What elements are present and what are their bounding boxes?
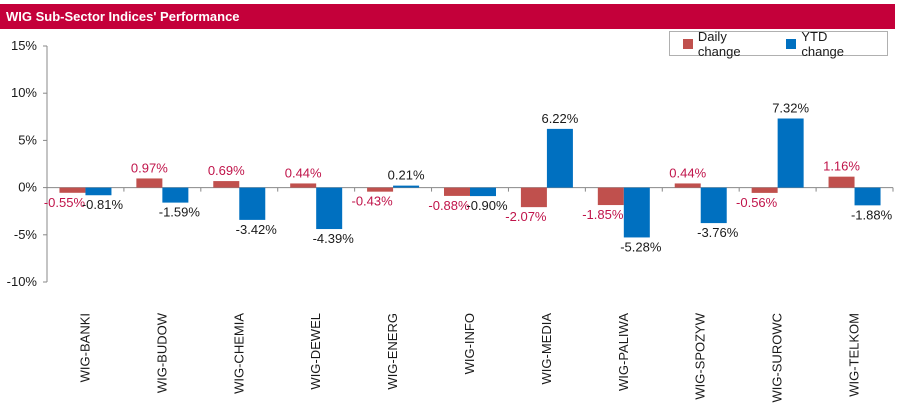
- data-label-ytd: -0.81%: [82, 197, 124, 212]
- data-label-ytd: 7.32%: [772, 100, 809, 115]
- data-label-daily: -2.07%: [505, 209, 547, 224]
- legend-item-ytd: YTD change: [786, 29, 873, 59]
- bar-daily: [674, 183, 701, 188]
- legend-label-daily: Daily change: [697, 28, 741, 59]
- data-label-ytd: -1.59%: [159, 205, 201, 220]
- x-tick-label: WIG-CHEMIA: [231, 313, 246, 394]
- bar-daily: [828, 176, 855, 188]
- y-tick-label: -5%: [14, 227, 38, 242]
- data-label-daily: -0.43%: [351, 194, 393, 209]
- bar-ytd: [316, 187, 343, 230]
- data-label-ytd: -4.39%: [313, 231, 355, 246]
- data-label-ytd: 0.21%: [388, 168, 425, 183]
- x-tick-label: WIG-SUROWC: [770, 313, 785, 403]
- x-tick-label: WIG-MEDIA: [539, 313, 554, 385]
- y-tick-label: 10%: [11, 85, 37, 100]
- legend-label-ytd: YTD change: [801, 28, 845, 59]
- bar-ytd: [239, 187, 266, 220]
- bar-daily: [597, 187, 624, 206]
- bar-ytd: [393, 185, 420, 188]
- data-label-daily: 0.97%: [131, 160, 168, 175]
- bar-ytd: [623, 187, 650, 238]
- data-label-daily: 0.44%: [669, 165, 706, 180]
- bar-ytd: [854, 187, 881, 206]
- data-label-daily: 1.16%: [823, 159, 860, 174]
- x-tick-label: WIG-BUDOW: [154, 312, 169, 393]
- bar-ytd: [162, 187, 189, 203]
- data-label-ytd: -3.42%: [236, 222, 278, 237]
- x-tick-label: WIG-PALIWA: [616, 313, 631, 391]
- chart-title-bar: WIG Sub-Sector Indices' Performance: [0, 4, 895, 29]
- data-label-ytd: -5.28%: [620, 239, 662, 254]
- x-tick-label: WIG-TELKOM: [847, 313, 862, 397]
- chart-legend: Daily change YTD change: [669, 29, 888, 59]
- legend-item-daily: Daily change: [683, 29, 772, 59]
- data-label-ytd: 6.22%: [541, 111, 578, 126]
- bar-ytd: [470, 187, 496, 197]
- bar-daily: [59, 187, 86, 193]
- bar-ytd: [700, 187, 727, 224]
- x-tick-label: WIG-DEWEL: [308, 313, 323, 390]
- data-label-daily: -0.56%: [736, 195, 778, 210]
- data-label-daily: 0.69%: [208, 163, 245, 178]
- chart-title: WIG Sub-Sector Indices' Performance: [6, 9, 240, 24]
- data-label-ytd: -1.88%: [851, 207, 893, 222]
- data-label-daily: -0.88%: [428, 198, 470, 213]
- bar-daily: [367, 187, 394, 192]
- bar-ytd: [777, 118, 804, 188]
- data-label-ytd: -3.76%: [697, 225, 739, 240]
- data-label-daily: -0.55%: [44, 195, 86, 210]
- y-tick-label: 5%: [18, 132, 37, 147]
- bar-daily: [136, 178, 163, 188]
- legend-swatch-ytd: [786, 38, 797, 49]
- bar-daily: [751, 187, 778, 193]
- x-tick-label: WIG-BANKI: [77, 313, 92, 382]
- bar-ytd: [85, 187, 112, 196]
- data-label-daily: 0.44%: [285, 165, 322, 180]
- legend-swatch-daily: [683, 38, 693, 49]
- y-tick-label: 0%: [18, 180, 37, 195]
- x-tick-label: WIG-INFO: [462, 313, 477, 374]
- x-tick-label: WIG-SPOZYW: [693, 312, 708, 399]
- bar-daily: [520, 187, 547, 208]
- y-tick-label: 15%: [11, 38, 37, 53]
- bar-daily: [290, 183, 317, 188]
- bar-daily: [213, 181, 240, 188]
- bar-daily: [444, 187, 470, 196]
- bar-ytd: [546, 128, 573, 188]
- y-tick-label: -10%: [7, 274, 38, 289]
- x-tick-label: WIG-ENERG: [385, 313, 400, 390]
- data-label-daily: -1.85%: [582, 207, 624, 222]
- data-label-ytd: -0.90%: [466, 198, 508, 213]
